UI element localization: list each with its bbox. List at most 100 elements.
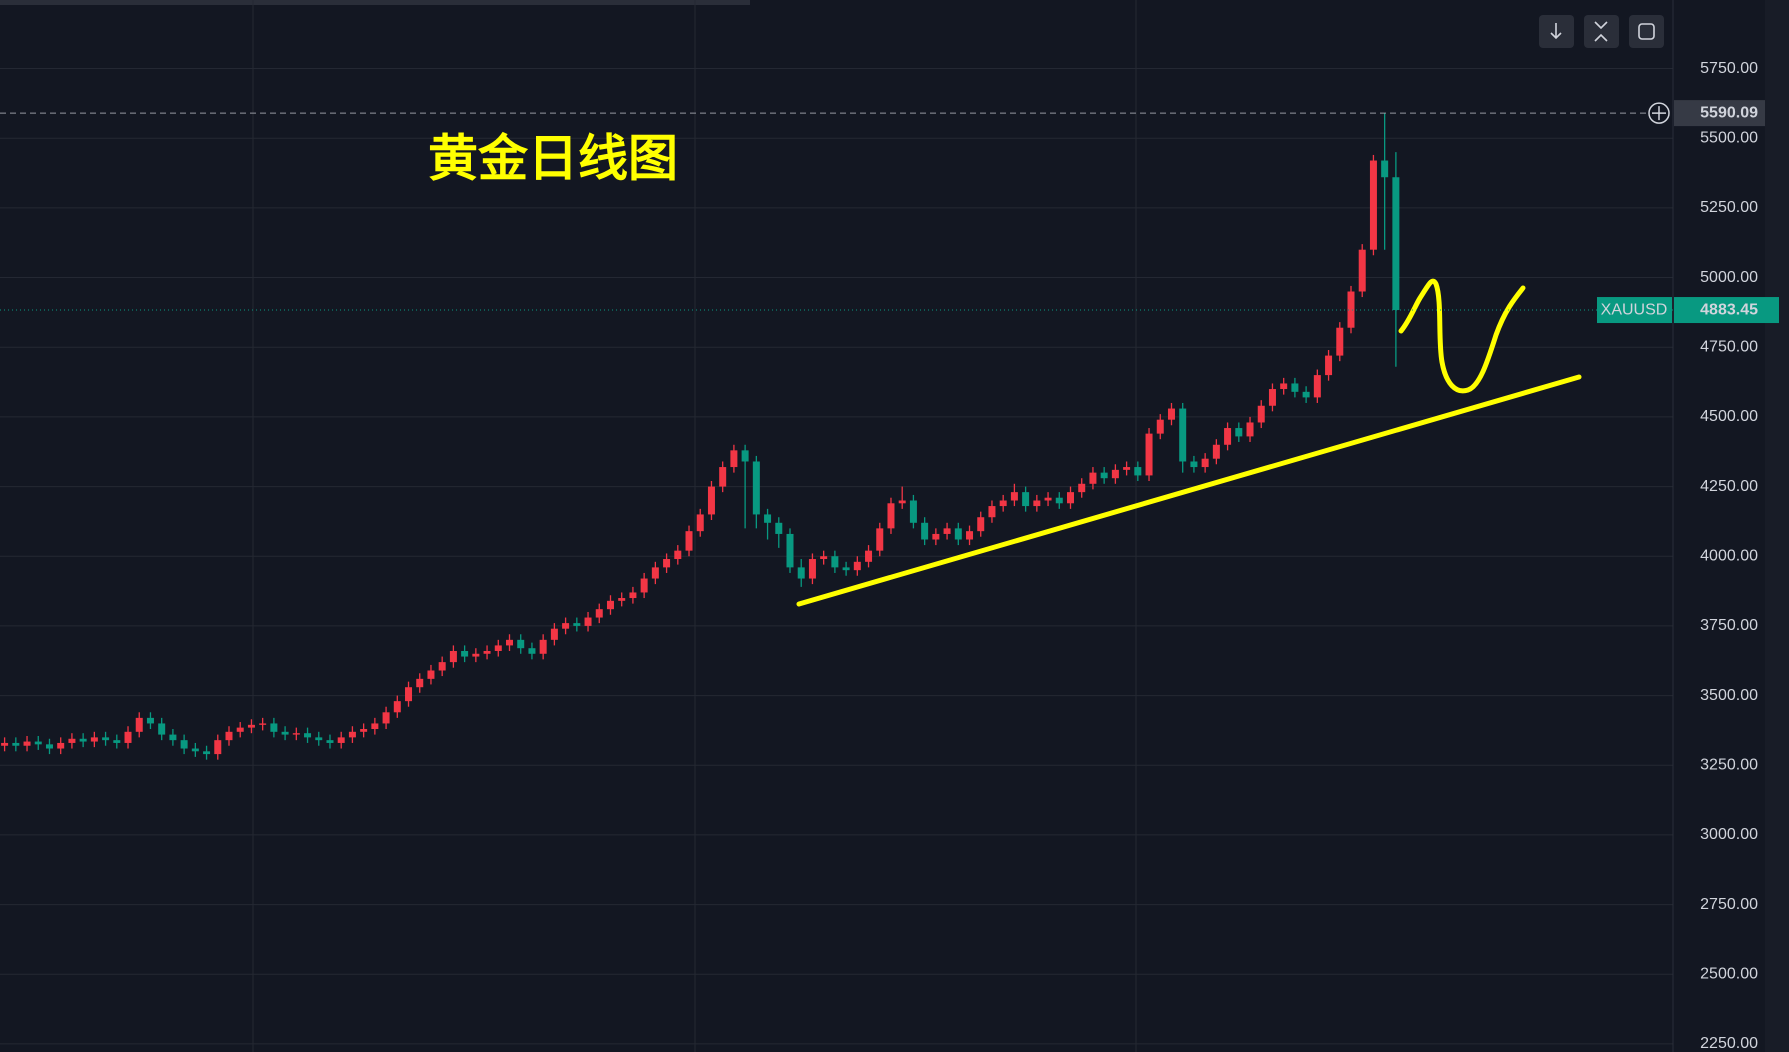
candle-body bbox=[472, 653, 480, 657]
candle-body bbox=[539, 639, 547, 654]
candle-body bbox=[1022, 492, 1030, 507]
candle-body bbox=[506, 639, 513, 646]
candle-body bbox=[405, 687, 413, 702]
candle-body bbox=[876, 528, 884, 551]
candle-body bbox=[797, 567, 805, 579]
candle-body bbox=[606, 600, 614, 610]
candle-body bbox=[304, 733, 312, 738]
symbol-label-box bbox=[1597, 297, 1672, 324]
icon bbox=[1550, 23, 1562, 40]
y-tick-label: 4000.00 bbox=[1700, 547, 1758, 564]
candle-body bbox=[517, 639, 525, 649]
y-tick-label: 2250.00 bbox=[1700, 1035, 1758, 1052]
candle-body bbox=[562, 623, 570, 629]
candle-body bbox=[1055, 497, 1063, 504]
candle-body bbox=[124, 731, 132, 743]
candle-body bbox=[1179, 408, 1187, 462]
candle-body bbox=[1201, 458, 1209, 468]
candle-body bbox=[461, 650, 469, 657]
candle-body bbox=[1156, 419, 1164, 434]
candle-body bbox=[416, 678, 424, 688]
symbol-label: XAUUSD bbox=[1601, 301, 1668, 318]
candle-body bbox=[595, 609, 603, 618]
candle-body bbox=[730, 450, 738, 468]
candle-body bbox=[427, 670, 435, 679]
candle-body bbox=[1010, 492, 1018, 501]
candle-body bbox=[23, 741, 31, 746]
candle-body bbox=[954, 528, 962, 540]
candle-body bbox=[438, 662, 446, 671]
trend-line bbox=[796, 374, 1582, 607]
candle-body bbox=[34, 741, 42, 745]
candle-body bbox=[932, 533, 940, 540]
y-tick-label: 3750.00 bbox=[1700, 617, 1758, 634]
candle-body bbox=[1100, 472, 1108, 479]
drawing bbox=[796, 278, 1582, 607]
candles bbox=[1, 113, 1400, 760]
candle-body bbox=[1067, 492, 1074, 504]
candle-body bbox=[371, 723, 379, 730]
candle-body bbox=[113, 740, 121, 743]
candle-body bbox=[1224, 428, 1232, 445]
candle-body bbox=[977, 517, 985, 532]
candle-body bbox=[674, 550, 682, 560]
y-tick-label: 4750.00 bbox=[1700, 338, 1758, 355]
candle-body bbox=[1111, 469, 1119, 479]
candle-body bbox=[831, 556, 839, 568]
y-tick-label: 2750.00 bbox=[1700, 896, 1758, 913]
candle-body bbox=[1134, 467, 1142, 476]
candle-body bbox=[808, 559, 816, 579]
sketch-path bbox=[1398, 278, 1526, 394]
candle-body bbox=[719, 467, 727, 487]
candle-body bbox=[315, 737, 323, 741]
last-price-label: 4883.45 bbox=[1700, 301, 1758, 318]
candle-body bbox=[550, 628, 558, 640]
last-price-box bbox=[1674, 297, 1779, 324]
candle-body bbox=[1302, 391, 1310, 398]
candle-body bbox=[707, 486, 715, 515]
icon bbox=[1638, 23, 1655, 40]
candle-body bbox=[382, 712, 390, 724]
candle-body bbox=[999, 500, 1007, 507]
candle-body bbox=[348, 731, 356, 738]
y-tick-label: 5500.00 bbox=[1700, 129, 1758, 146]
candle-body bbox=[752, 461, 760, 515]
candle-body bbox=[786, 533, 794, 568]
candle-body bbox=[1190, 461, 1198, 468]
candle-body bbox=[696, 514, 704, 532]
side-strip bbox=[1765, 0, 1789, 1052]
candle-body bbox=[146, 717, 154, 724]
candle-body bbox=[651, 567, 659, 579]
candle-body bbox=[337, 737, 345, 743]
y-tick-label: 5750.00 bbox=[1700, 60, 1758, 77]
candle-body bbox=[1268, 389, 1276, 406]
y-tick-label: 3000.00 bbox=[1700, 826, 1758, 843]
y-tick-label: 4500.00 bbox=[1700, 408, 1758, 425]
candle-body bbox=[943, 528, 951, 534]
candle-body bbox=[1369, 160, 1377, 250]
candle-body bbox=[764, 514, 772, 523]
candle-body bbox=[1123, 467, 1131, 470]
candle-body bbox=[1044, 497, 1052, 501]
candle-body bbox=[1392, 177, 1400, 311]
candle-body bbox=[1280, 383, 1288, 390]
toolbar bbox=[1539, 15, 1664, 48]
reset-button[interactable] bbox=[1629, 15, 1664, 48]
candle-body bbox=[898, 500, 906, 504]
candle-body bbox=[1167, 408, 1175, 420]
candle-body bbox=[1347, 291, 1355, 328]
candle-body bbox=[1325, 355, 1333, 376]
y-tick-label: 4250.00 bbox=[1700, 478, 1758, 495]
y-tick-label: 5000.00 bbox=[1700, 269, 1758, 286]
candle-body bbox=[68, 738, 76, 743]
candle-body bbox=[1358, 249, 1366, 292]
grid bbox=[0, 0, 1673, 1052]
candle-body bbox=[1078, 483, 1086, 493]
chart-title: 黄金日线图 bbox=[428, 130, 678, 186]
collapse-button[interactable] bbox=[1584, 15, 1619, 48]
crosshair-label: 5590.09 bbox=[1700, 104, 1758, 121]
y-tick-label: 3500.00 bbox=[1700, 687, 1758, 704]
candle-body bbox=[629, 592, 637, 599]
candle-body bbox=[775, 522, 783, 534]
